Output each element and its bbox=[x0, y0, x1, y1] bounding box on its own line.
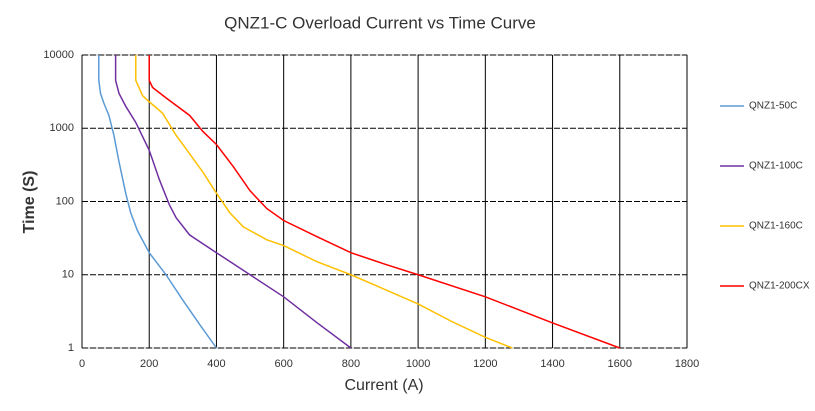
y-axis-title: Time (S) bbox=[21, 171, 38, 234]
x-tick-label: 0 bbox=[79, 358, 85, 370]
x-tick-label: 800 bbox=[342, 358, 360, 370]
line-series bbox=[135, 55, 513, 349]
legend-label: QNZ1-50C bbox=[749, 101, 797, 112]
x-tick-label: 200 bbox=[140, 358, 158, 370]
line-series bbox=[148, 55, 621, 349]
x-tick-label: 1000 bbox=[406, 358, 430, 370]
x-tick-label: 1400 bbox=[540, 358, 564, 370]
legend-label: QNZ1-100C bbox=[749, 161, 803, 172]
y-tick-label: 1 bbox=[68, 342, 74, 354]
y-tick-label: 10000 bbox=[43, 49, 74, 61]
line-series bbox=[114, 55, 352, 349]
legend-label: QNZ1-160C bbox=[749, 221, 803, 232]
x-tick-label: 1800 bbox=[675, 358, 699, 370]
y-tick-label: 1000 bbox=[50, 122, 74, 134]
x-tick-label: 1200 bbox=[473, 358, 497, 370]
x-tick-label: 1600 bbox=[608, 358, 632, 370]
legend-label: QNZ1-200CX bbox=[749, 281, 810, 292]
line-series bbox=[98, 55, 218, 349]
x-tick-label: 600 bbox=[274, 358, 292, 370]
x-tick-label: 400 bbox=[207, 358, 225, 370]
x-axis-title: Current (A) bbox=[344, 377, 423, 394]
chart-title: QNZ1-C Overload Current vs Time Curve bbox=[224, 13, 536, 32]
y-tick-label: 10 bbox=[62, 269, 74, 281]
y-tick-label: 100 bbox=[56, 195, 74, 207]
